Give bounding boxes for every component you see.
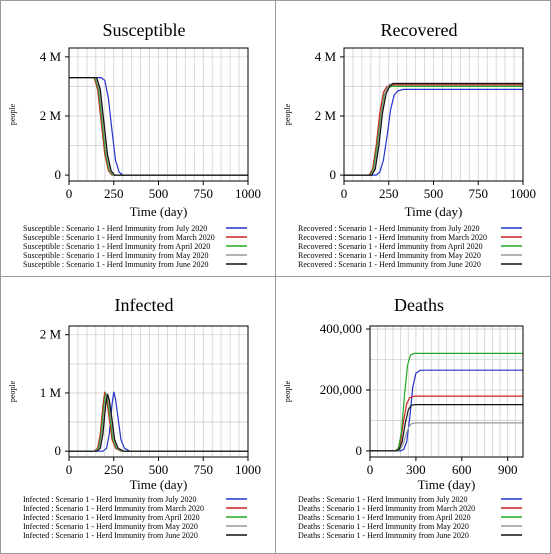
legend-label: Deaths : Scenario 1 - Herd Immunity from… <box>298 495 468 504</box>
series-line-april-2020 <box>370 352 523 452</box>
x-tick-label: 250 <box>104 186 124 201</box>
x-tick-label: 500 <box>149 462 169 477</box>
y-axis-label: people <box>8 380 17 402</box>
x-tick-label: 0 <box>367 462 374 477</box>
legend-label: Infected : Scenario 1 - Herd Immunity fr… <box>23 522 198 531</box>
legend-label: Susceptible : Scenario 1 - Herd Immunity… <box>23 251 209 260</box>
series-line-march-2020 <box>69 76 248 176</box>
deaths-chart-panel: Deaths 0 300 600 900 0 200,000 400,000 Time (day… <box>275 276 551 554</box>
x-tick-label: 750 <box>469 186 489 201</box>
x-axis-label: Time (day) <box>418 477 476 492</box>
series-line-july-2020 <box>69 391 248 452</box>
legend-label: Susceptible : Scenario 1 - Herd Immunity… <box>23 224 207 233</box>
y-tick-label: 4 M <box>40 49 62 64</box>
y-tick-label: 2 M <box>40 327 62 342</box>
x-tick-label: 0 <box>66 186 73 201</box>
x-tick-label: 750 <box>194 186 214 201</box>
series-line-april-2020 <box>69 76 248 176</box>
series-line-june-2020 <box>344 82 523 176</box>
legend-label: Infected : Scenario 1 - Herd Immunity fr… <box>23 495 197 504</box>
x-tick-label: 250 <box>104 462 124 477</box>
y-tick-label: 0 <box>55 443 62 458</box>
x-tick-label: 1000 <box>235 186 261 201</box>
chart-title: Deaths <box>394 295 444 315</box>
y-axis-label: people <box>283 380 292 402</box>
legend-label: Deaths : Scenario 1 - Herd Immunity from… <box>298 522 469 531</box>
susceptible-chart: Susceptible 0 250 500 750 1000 0 2 M 4 M Time (da… <box>8 20 261 269</box>
legend-label: Deaths : Scenario 1 - Herd Immunity from… <box>298 504 475 513</box>
y-tick-label: 0 <box>55 167 62 182</box>
legend-label: Susceptible : Scenario 1 - Herd Immunity… <box>23 260 209 269</box>
series-line-july-2020 <box>370 369 523 452</box>
legend-label: Recovered : Scenario 1 - Herd Immunity f… <box>298 260 481 269</box>
recovered-chart: Recovered 0 250 500 750 1000 0 2 M 4 M Time (day)… <box>283 20 536 269</box>
x-tick-label: 1000 <box>235 462 261 477</box>
x-tick-label: 500 <box>424 186 444 201</box>
legend-label: Infected : Scenario 1 - Herd Immunity fr… <box>23 531 198 540</box>
x-axis-label: Time (day) <box>130 477 188 492</box>
legend-label: Deaths : Scenario 1 - Herd Immunity from… <box>298 531 469 540</box>
x-tick-label: 500 <box>149 186 169 201</box>
legend-label: Infected : Scenario 1 - Herd Immunity fr… <box>23 513 200 522</box>
plot-frame <box>369 325 524 458</box>
y-tick-label: 1 M <box>40 385 62 400</box>
x-tick-label: 300 <box>406 462 426 477</box>
x-tick-label: 0 <box>66 462 73 477</box>
infected-chart: Infected 0 250 500 750 1000 0 1 M 2 M Time (day) p… <box>8 295 261 540</box>
susceptible-chart-panel: Susceptible 0 250 500 750 1000 0 2 M 4 M Time (da… <box>0 0 276 277</box>
x-tick-label: 1000 <box>510 186 536 201</box>
legend-label: Susceptible : Scenario 1 - Herd Immunity… <box>23 233 215 242</box>
legend-label: Recovered : Scenario 1 - Herd Immunity f… <box>298 251 481 260</box>
x-tick-label: 900 <box>498 462 518 477</box>
x-axis-label: Time (day) <box>405 204 463 219</box>
series-line-july-2020 <box>69 76 248 176</box>
series-line-june-2020 <box>69 393 248 452</box>
infected-chart-panel: Infected 0 250 500 750 1000 0 1 M 2 M Time (day) p… <box>0 276 276 554</box>
y-tick-label: 2 M <box>315 108 337 123</box>
deaths-chart: Deaths 0 300 600 900 0 200,000 400,000 Time (day… <box>283 295 524 540</box>
y-tick-label: 2 M <box>40 108 62 123</box>
series-line-july-2020 <box>344 88 523 176</box>
chart-title: Recovered <box>381 20 458 40</box>
legend-label: Recovered : Scenario 1 - Herd Immunity f… <box>298 233 487 242</box>
recovered-chart-panel: Recovered 0 250 500 750 1000 0 2 M 4 M Time (day)… <box>275 0 551 277</box>
y-tick-label: 4 M <box>315 49 337 64</box>
legend-label: Recovered : Scenario 1 - Herd Immunity f… <box>298 242 483 251</box>
y-tick-label: 200,000 <box>320 382 362 397</box>
x-tick-label: 750 <box>194 462 214 477</box>
legend-label: Susceptible : Scenario 1 - Herd Immunity… <box>23 242 210 251</box>
series-line-june-2020 <box>370 403 523 452</box>
chart-title: Susceptible <box>103 20 186 40</box>
y-axis-label: people <box>283 103 292 125</box>
y-axis-label: people <box>8 103 17 125</box>
legend-label: Recovered : Scenario 1 - Herd Immunity f… <box>298 224 480 233</box>
y-tick-label: 0 <box>356 443 363 458</box>
x-tick-label: 0 <box>341 186 348 201</box>
chart-title: Infected <box>115 295 174 315</box>
y-tick-label: 0 <box>330 167 337 182</box>
x-tick-label: 250 <box>379 186 399 201</box>
series-line-june-2020 <box>69 76 248 176</box>
x-axis-label: Time (day) <box>130 204 188 219</box>
x-tick-label: 600 <box>452 462 472 477</box>
legend-label: Deaths : Scenario 1 - Herd Immunity from… <box>298 513 471 522</box>
y-tick-label: 400,000 <box>320 321 362 336</box>
legend-label: Infected : Scenario 1 - Herd Immunity fr… <box>23 504 204 513</box>
series-line-may-2020 <box>69 76 248 176</box>
